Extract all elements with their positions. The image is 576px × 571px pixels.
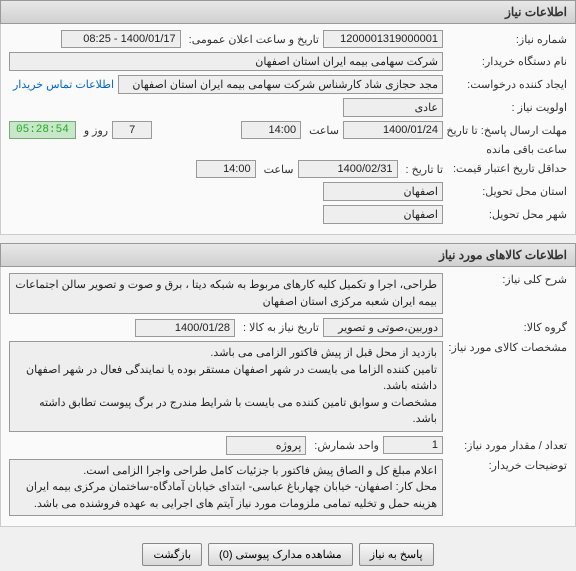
- reply-button-label: پاسخ به نیاز: [370, 548, 423, 561]
- validity-sub: تا تاریخ :: [402, 163, 443, 176]
- goods-info-body: شرح کلی نیاز: طراحی، اجرا و تکمیل کلیه ک…: [0, 267, 576, 527]
- priority-label: اولویت نیاز :: [447, 101, 567, 114]
- requester-value: مجد حجازی شاد کارشناس شرکت سهامی بیمه ای…: [118, 75, 443, 94]
- need-by-date-label: تاریخ نیاز به کالا :: [239, 321, 319, 334]
- validity-time-label: ساعت: [260, 163, 294, 176]
- buyer-org-value: شرکت سهامی بیمه ایران استان اصفهان: [9, 52, 443, 71]
- days-left-label: روز و: [80, 124, 108, 137]
- delivery-city-value: اصفهان: [323, 205, 443, 224]
- requester-label: ایجاد کننده درخواست:: [447, 78, 567, 91]
- reply-deadline-date: 1400/01/24: [343, 121, 443, 139]
- unit-value: پروژه: [226, 436, 306, 455]
- unit-label: واحد شمارش:: [310, 439, 379, 452]
- delivery-province-label: استان محل تحویل:: [447, 185, 567, 198]
- need-by-date-value: 1400/01/28: [135, 319, 235, 337]
- need-info-panel: اطلاعات نیاز شماره نیاز: 120000131900000…: [0, 0, 576, 235]
- back-button-label: بازگشت: [153, 548, 191, 561]
- reply-deadline-time: 14:00: [241, 121, 301, 139]
- need-no-value: 1200001319000001: [323, 30, 443, 48]
- validity-time: 14:00: [196, 160, 256, 178]
- delivery-province-value: اصفهان: [323, 182, 443, 201]
- validity-label: حداقل تاریخ اعتبار قیمت:: [447, 162, 567, 176]
- delivery-city-label: شهر محل تحویل:: [447, 208, 567, 221]
- action-buttons: پاسخ به نیاز مشاهده مدارک پیوستی (0) باز…: [0, 535, 576, 570]
- need-info-header: اطلاعات نیاز: [0, 0, 576, 24]
- attachments-button[interactable]: مشاهده مدارک پیوستی (0): [208, 543, 353, 566]
- goods-group-label: گروه کالا:: [447, 321, 567, 334]
- countdown-timer: 05:28:54: [9, 121, 76, 139]
- general-desc-value: طراحی، اجرا و تکمیل کلیه کارهای مربوط به…: [9, 273, 443, 314]
- need-no-label: شماره نیاز:: [447, 33, 567, 46]
- reply-button[interactable]: پاسخ به نیاز: [359, 543, 434, 566]
- qty-label: تعداد / مقدار مورد نیاز:: [447, 439, 567, 452]
- buyer-org-label: نام دستگاه خریدار:: [447, 55, 567, 68]
- goods-group-value: دوربین،صوتی و تصویر: [323, 318, 443, 337]
- need-info-body: شماره نیاز: 1200001319000001 تاریخ و ساع…: [0, 24, 576, 235]
- validity-date: 1400/02/31: [298, 160, 398, 178]
- goods-spec-value: بازدید از محل قبل از پیش فاکتور الزامی م…: [9, 341, 443, 432]
- attachments-button-label: مشاهده مدارک پیوستی (0): [219, 548, 342, 561]
- general-desc-label: شرح کلی نیاز:: [447, 273, 567, 286]
- buyer-notes-value: اعلام مبلغ کل و الصاق پیش فاکتور با جزئی…: [9, 459, 443, 517]
- goods-spec-label: مشخصات کالای مورد نیاز:: [447, 341, 567, 354]
- reply-deadline-label: مهلت ارسال پاسخ: تا تاریخ :: [447, 124, 567, 137]
- back-button[interactable]: بازگشت: [142, 543, 202, 566]
- reply-time-label: ساعت: [305, 124, 339, 137]
- announce-date-label: تاریخ و ساعت اعلان عمومی:: [185, 33, 319, 46]
- announce-date-value: 1400/01/17 - 08:25: [61, 30, 181, 48]
- contact-label[interactable]: اطلاعات تماس خریدار: [9, 78, 114, 91]
- qty-value: 1: [383, 436, 443, 454]
- priority-value: عادی: [343, 98, 443, 117]
- days-left-value: 7: [112, 121, 152, 139]
- goods-info-panel: اطلاعات کالاهای مورد نیاز شرح کلی نیاز: …: [0, 243, 576, 527]
- goods-info-header: اطلاعات کالاهای مورد نیاز: [0, 243, 576, 267]
- buyer-notes-label: توضیحات خریدار:: [447, 459, 567, 472]
- timer-suffix: ساعت باقی مانده: [482, 143, 567, 156]
